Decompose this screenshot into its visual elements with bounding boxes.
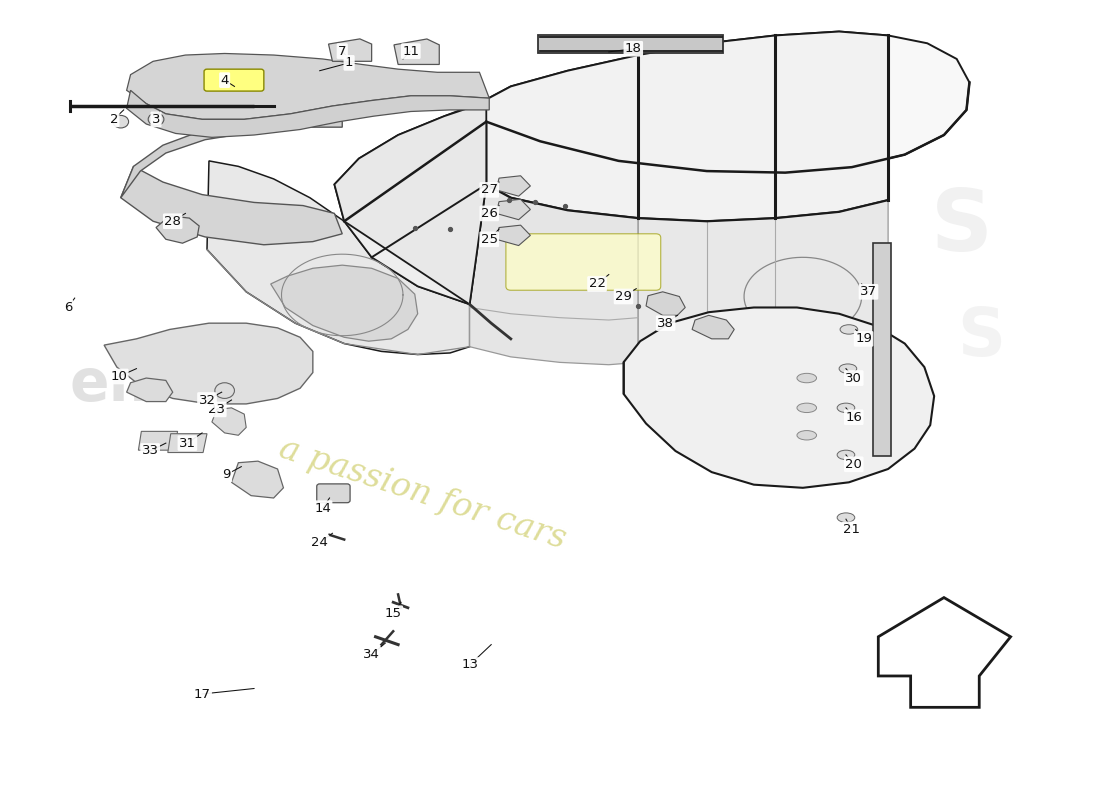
Polygon shape (121, 116, 342, 198)
Circle shape (113, 115, 129, 128)
Text: 10: 10 (110, 370, 128, 383)
Text: 6: 6 (64, 301, 72, 314)
Text: 31: 31 (179, 437, 196, 450)
Polygon shape (878, 598, 1011, 707)
Text: a passion for cars: a passion for cars (275, 433, 570, 556)
Text: 20: 20 (846, 458, 862, 470)
Text: 19: 19 (855, 332, 872, 346)
Text: 37: 37 (860, 286, 877, 298)
Text: 38: 38 (657, 317, 674, 330)
Text: 23: 23 (208, 403, 226, 416)
Text: 1: 1 (344, 56, 353, 70)
Polygon shape (394, 39, 439, 65)
Text: 33: 33 (142, 445, 158, 458)
Polygon shape (636, 349, 888, 457)
Polygon shape (168, 434, 207, 453)
Polygon shape (334, 102, 486, 304)
Ellipse shape (839, 364, 857, 374)
Text: 15: 15 (385, 606, 402, 620)
Ellipse shape (798, 403, 816, 413)
Text: 30: 30 (846, 371, 862, 385)
Polygon shape (646, 292, 685, 315)
Polygon shape (692, 315, 734, 339)
Text: 29: 29 (615, 290, 631, 303)
Text: 25: 25 (481, 233, 497, 246)
FancyBboxPatch shape (538, 35, 724, 53)
Polygon shape (126, 378, 173, 402)
Polygon shape (638, 200, 888, 367)
Circle shape (214, 382, 234, 398)
Polygon shape (482, 31, 969, 173)
Polygon shape (121, 166, 342, 245)
Text: em: em (69, 356, 170, 413)
Ellipse shape (798, 374, 816, 382)
Ellipse shape (840, 325, 858, 334)
Circle shape (148, 113, 164, 126)
Text: 13: 13 (461, 658, 478, 671)
Polygon shape (271, 265, 418, 341)
Text: 2: 2 (110, 113, 118, 126)
Ellipse shape (837, 450, 855, 459)
Text: 34: 34 (363, 648, 381, 662)
Polygon shape (212, 408, 246, 435)
Text: 4: 4 (220, 74, 229, 86)
Text: S: S (931, 186, 992, 269)
Ellipse shape (837, 513, 855, 522)
Text: 16: 16 (846, 410, 862, 424)
Ellipse shape (798, 430, 816, 440)
Polygon shape (231, 461, 284, 498)
Text: 22: 22 (588, 278, 605, 290)
Polygon shape (624, 307, 934, 488)
Polygon shape (334, 102, 486, 304)
FancyBboxPatch shape (317, 484, 350, 502)
Polygon shape (139, 431, 177, 450)
Text: 21: 21 (844, 523, 860, 536)
Text: 27: 27 (481, 183, 497, 196)
Polygon shape (156, 216, 199, 243)
Text: 11: 11 (403, 45, 419, 58)
Text: 7: 7 (338, 45, 346, 58)
Polygon shape (207, 161, 470, 354)
Polygon shape (470, 184, 638, 365)
Text: 17: 17 (194, 687, 210, 701)
Polygon shape (482, 31, 888, 222)
Polygon shape (496, 176, 530, 196)
FancyBboxPatch shape (873, 243, 891, 457)
Text: 32: 32 (198, 394, 216, 406)
Polygon shape (496, 225, 530, 246)
Polygon shape (126, 54, 490, 119)
Text: 18: 18 (625, 42, 641, 55)
Text: S: S (957, 304, 1005, 370)
Text: 24: 24 (311, 536, 328, 549)
FancyBboxPatch shape (205, 69, 264, 91)
Text: 14: 14 (315, 502, 331, 514)
Polygon shape (329, 39, 372, 62)
Text: 26: 26 (481, 207, 497, 220)
Text: 28: 28 (164, 214, 182, 228)
Polygon shape (104, 323, 312, 404)
Text: 3: 3 (152, 113, 161, 126)
FancyBboxPatch shape (506, 234, 661, 290)
Text: 9: 9 (222, 468, 231, 481)
Polygon shape (496, 199, 530, 220)
Polygon shape (126, 90, 490, 138)
Ellipse shape (837, 403, 855, 413)
